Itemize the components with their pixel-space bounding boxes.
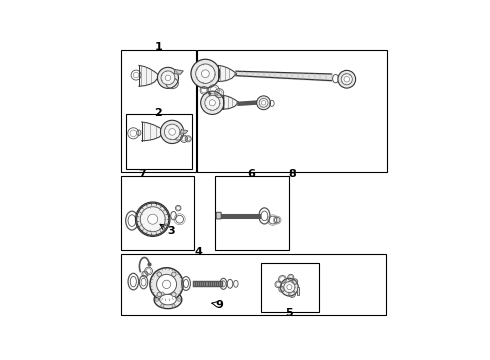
Circle shape: [284, 282, 295, 293]
Bar: [297, 287, 299, 295]
Bar: [215, 176, 289, 250]
Text: 5: 5: [285, 309, 293, 319]
Circle shape: [172, 292, 176, 297]
Bar: [126, 114, 192, 169]
Circle shape: [344, 76, 349, 82]
Circle shape: [147, 214, 158, 224]
Circle shape: [169, 129, 175, 135]
Text: 2: 2: [154, 108, 162, 118]
Circle shape: [259, 98, 268, 107]
Circle shape: [280, 278, 298, 296]
Circle shape: [161, 292, 164, 295]
Text: 4: 4: [195, 247, 202, 257]
Circle shape: [161, 71, 175, 85]
Circle shape: [191, 59, 220, 88]
Text: 3: 3: [167, 226, 174, 236]
Polygon shape: [174, 69, 183, 74]
Text: 6: 6: [248, 169, 256, 179]
Circle shape: [209, 100, 216, 106]
Circle shape: [157, 67, 178, 89]
Circle shape: [164, 124, 180, 140]
Text: 7: 7: [138, 169, 146, 179]
Circle shape: [287, 285, 292, 290]
Circle shape: [157, 272, 162, 276]
Circle shape: [338, 70, 356, 88]
Ellipse shape: [154, 291, 182, 309]
Bar: [261, 263, 319, 311]
Ellipse shape: [160, 294, 176, 305]
Circle shape: [201, 70, 209, 77]
Circle shape: [172, 292, 175, 295]
Circle shape: [157, 274, 176, 294]
FancyBboxPatch shape: [216, 212, 221, 219]
Circle shape: [261, 100, 266, 105]
Circle shape: [136, 202, 170, 237]
Circle shape: [161, 120, 184, 144]
Circle shape: [140, 207, 165, 232]
Circle shape: [155, 298, 159, 301]
Bar: [121, 254, 386, 315]
Circle shape: [177, 298, 181, 301]
Text: 8: 8: [288, 169, 296, 179]
Circle shape: [257, 96, 270, 110]
Circle shape: [165, 75, 171, 81]
Bar: [121, 50, 196, 172]
Text: 9: 9: [215, 300, 223, 310]
Circle shape: [157, 292, 162, 297]
Bar: [197, 50, 387, 172]
Circle shape: [161, 304, 164, 307]
Circle shape: [172, 304, 175, 307]
Circle shape: [205, 95, 220, 110]
Circle shape: [196, 64, 215, 84]
Circle shape: [341, 74, 352, 85]
Polygon shape: [180, 130, 188, 134]
Circle shape: [150, 268, 183, 301]
Bar: [121, 176, 195, 250]
Circle shape: [172, 272, 176, 276]
Circle shape: [201, 91, 224, 114]
Text: 1: 1: [154, 42, 162, 52]
